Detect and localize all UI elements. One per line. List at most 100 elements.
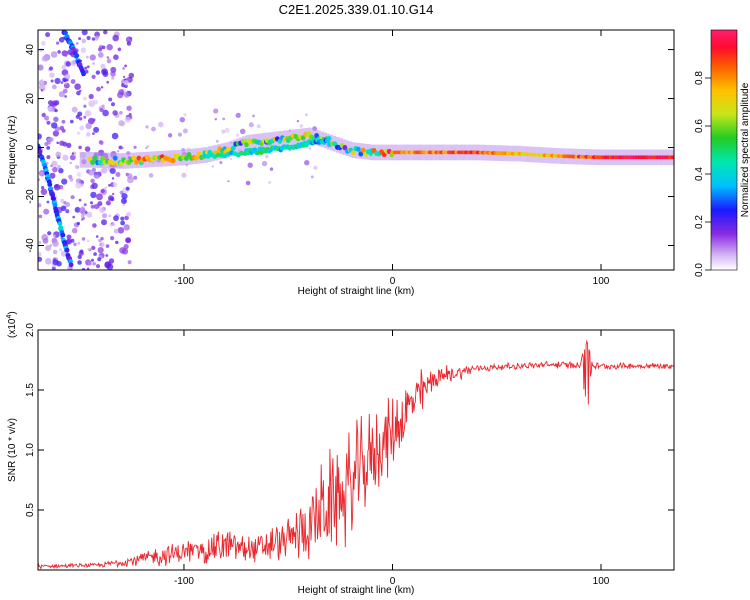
trace-mark	[119, 161, 124, 167]
noise-mark	[70, 119, 74, 124]
trace-mark	[47, 182, 53, 188]
noise-mark	[181, 172, 187, 178]
y-tick-label: 1.5	[25, 383, 36, 397]
noise-mark	[96, 86, 101, 92]
noise-mark	[72, 215, 75, 219]
y-tick-label: 0.5	[25, 503, 36, 517]
noise-mark	[120, 220, 125, 226]
trace-halo-mark	[79, 152, 83, 168]
noise-mark	[86, 132, 91, 137]
x-tick-label: 0	[390, 576, 396, 587]
noise-mark	[95, 174, 99, 179]
noise-mark	[64, 82, 68, 85]
noise-mark	[88, 117, 95, 125]
trace-mark	[184, 155, 189, 161]
noise-mark	[214, 118, 217, 121]
colorbar-gradient	[710, 29, 738, 271]
noise-mark	[108, 195, 114, 201]
noise-mark	[126, 105, 132, 111]
noise-mark	[99, 207, 105, 214]
noise-mark	[54, 109, 58, 113]
noise-mark	[106, 44, 113, 51]
noise-mark	[71, 106, 78, 113]
noise-mark	[81, 267, 86, 270]
noise-mark	[45, 245, 52, 251]
trace-halo-mark	[242, 136, 246, 152]
noise-mark	[77, 260, 82, 265]
noise-mark	[74, 206, 81, 213]
trace-mark	[112, 155, 118, 161]
noise-mark	[41, 40, 46, 46]
noise-mark	[77, 254, 82, 260]
noise-mark	[81, 237, 86, 241]
noise-mark	[47, 137, 52, 142]
noise-mark	[91, 74, 96, 79]
snr-xlabel: Height of straight line (km)	[298, 585, 415, 596]
noise-mark	[211, 165, 215, 168]
noise-mark	[104, 186, 108, 189]
y-tick-label: 20	[25, 93, 36, 105]
noise-mark	[111, 76, 115, 80]
noise-mark	[90, 191, 97, 199]
noise-mark	[101, 45, 106, 50]
noise-mark	[38, 251, 42, 257]
noise-mark	[61, 64, 67, 70]
noise-mark	[256, 124, 261, 129]
trace-mark	[92, 155, 98, 161]
noise-mark	[117, 47, 122, 52]
noise-mark	[84, 146, 91, 152]
noise-mark	[120, 198, 127, 204]
noise-mark	[84, 69, 89, 74]
noise-mark	[97, 247, 104, 254]
noise-mark	[51, 100, 58, 107]
noise-mark	[105, 254, 109, 257]
noise-mark	[47, 106, 55, 113]
noise-mark	[56, 164, 62, 169]
x-tick-label: -100	[174, 576, 194, 587]
noise-mark	[235, 112, 241, 118]
noise-mark	[92, 62, 95, 65]
noise-mark	[121, 193, 128, 200]
noise-mark	[53, 116, 59, 123]
noise-mark	[77, 111, 83, 117]
noise-mark	[113, 215, 119, 222]
noise-mark	[115, 240, 119, 245]
noise-mark	[124, 116, 131, 123]
noise-mark	[146, 145, 150, 149]
noise-mark	[38, 256, 43, 262]
noise-mark	[123, 79, 129, 86]
noise-mark	[128, 72, 135, 79]
noise-mark	[100, 188, 106, 194]
noise-mark	[112, 34, 119, 42]
noise-mark	[109, 223, 113, 227]
noise-mark	[77, 131, 81, 135]
noise-mark	[77, 241, 81, 245]
noise-mark	[52, 249, 58, 255]
noise-mark	[101, 213, 108, 219]
noise-mark	[221, 129, 226, 134]
noise-mark	[106, 80, 109, 84]
trace-mark	[358, 151, 364, 157]
noise-mark	[71, 227, 78, 234]
noise-mark	[85, 55, 89, 59]
y-tick-label: 40	[25, 44, 36, 56]
colorbar-tick-label: 0.2	[694, 215, 705, 229]
noise-mark	[269, 167, 274, 171]
noise-mark	[63, 79, 67, 83]
noise-mark	[110, 236, 115, 241]
noise-mark	[76, 221, 80, 226]
noise-mark	[38, 214, 43, 219]
noise-mark	[56, 41, 60, 45]
noise-mark	[222, 117, 226, 121]
noise-mark	[38, 133, 42, 140]
colorbar-tick-label: 0.8	[694, 71, 705, 85]
noise-mark	[113, 228, 119, 234]
noise-mark	[52, 166, 58, 173]
noise-mark	[86, 65, 90, 69]
noise-mark	[65, 238, 72, 245]
noise-mark	[64, 73, 71, 80]
noise-mark	[61, 178, 68, 185]
noise-mark	[177, 132, 182, 137]
noise-mark	[38, 240, 42, 245]
